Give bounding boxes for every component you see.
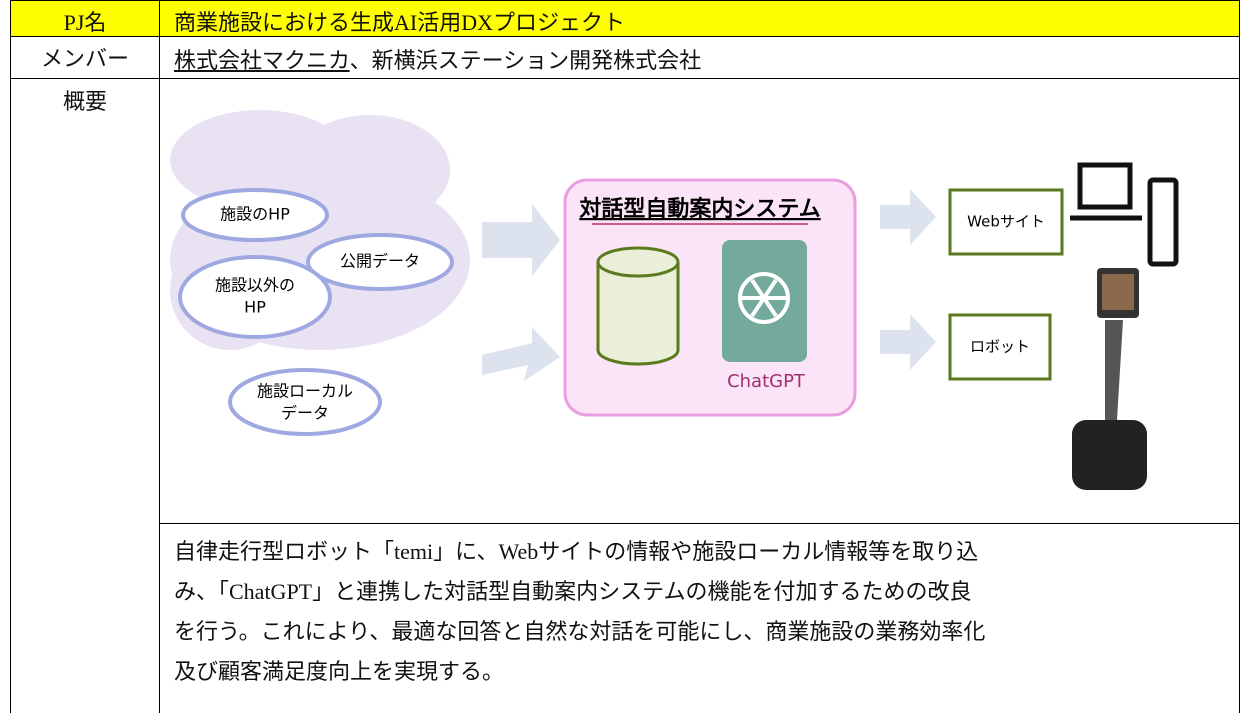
bubble	[306, 233, 454, 291]
output-box	[948, 313, 1052, 381]
arrow	[880, 314, 936, 370]
arrow	[880, 189, 936, 245]
source: 公開データ	[340, 252, 420, 271]
member-rest: 、新横浜ステーション開発株式会社	[349, 48, 702, 73]
output: ロボット	[970, 338, 1030, 356]
bubble	[228, 368, 382, 436]
robot	[1072, 268, 1147, 490]
ai-label: ChatGPT	[727, 371, 806, 392]
source: HP	[244, 298, 266, 317]
laptop-icon	[1070, 162, 1142, 221]
left-border	[10, 523, 160, 713]
arrow	[482, 327, 560, 381]
description-line: み、「ChatGPT」と連携した対話型自動案内システムの機能を付加するための改良	[174, 579, 972, 604]
pj-name: 商業施設における生成AI活用DXプロジェクト	[159, 0, 1240, 37]
chatgpt-icon	[738, 272, 790, 324]
output: Webサイト	[967, 213, 1045, 231]
overview-label: 概要	[10, 78, 160, 524]
description-line: 自律走行型ロボット「temi」に、Webサイトの情報や施設ローカル情報等を取り込	[174, 539, 979, 564]
members: 株式会社マクニカ、新横浜ステーション開発株式会社	[159, 36, 1240, 79]
members-label: メンバー	[10, 36, 160, 79]
source: 施設以外の	[215, 276, 295, 295]
phone-icon	[1147, 177, 1179, 267]
bubble	[178, 255, 332, 339]
system-title: 対話型自動案内システム	[579, 196, 820, 222]
source: 施設ローカル	[257, 382, 353, 401]
description-line: を行う。これにより、最適な回答と自然な対話を可能にし、商業施設の業務効率化	[174, 619, 986, 644]
diagram-cell: 施設のHP 公開データ 施設以外の HP 施設ローカル データ 対話型自動案内シ…	[159, 78, 1240, 524]
database	[596, 246, 680, 366]
description-line: 及び顧客満足度向上を実現する。	[174, 659, 505, 684]
source: 施設のHP	[220, 205, 290, 224]
arrow	[482, 204, 560, 276]
pj-label: PJ名	[10, 0, 160, 37]
diagram: 施設のHP 公開データ 施設以外の HP 施設ローカル データ 対話型自動案内シ…	[170, 110, 1179, 490]
source: データ	[281, 404, 329, 423]
member-link: 株式会社マクニカ	[174, 48, 350, 73]
bubble	[181, 188, 329, 242]
description: 自律走行型ロボット「temi」に、Webサイトの情報や施設ローカル情報等を取り込…	[159, 523, 1240, 713]
output-box	[948, 188, 1064, 256]
